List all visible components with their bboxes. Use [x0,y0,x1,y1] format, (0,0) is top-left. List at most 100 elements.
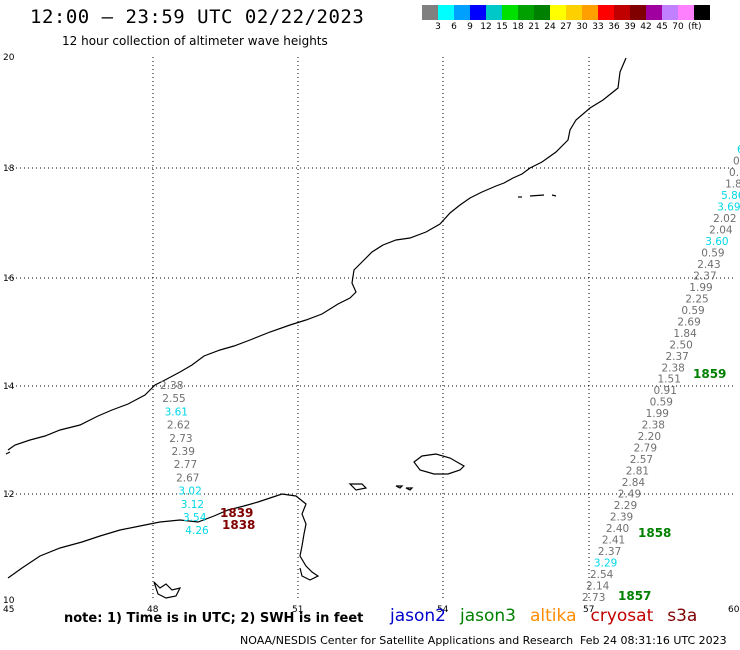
swh-value: 2.02 [713,213,736,225]
map-subtitle: 12 hour collection of altimeter wave hei… [62,34,328,48]
swh-value: 2.29 [614,500,637,512]
coastline [5,57,627,599]
observation-layer: 2.382.553.612.622.732.392.772.673.023.12… [160,144,740,604]
legend-swatch [518,5,534,20]
swh-value: 3.02 [178,486,201,498]
legend-label: 12 [480,22,492,32]
legend-swatch [614,5,630,20]
legend-label: 21 [528,22,540,32]
swh-value: 2.62 [167,420,190,432]
legend-label: 42 [640,22,652,32]
x-tick-label: 51 [292,605,303,615]
swh-value: 2.38 [160,380,183,392]
pass-time-label: 1838 [222,518,255,532]
swh-value: 2.39 [610,512,633,524]
footnote: note: 1) Time is in UTC; 2) SWH is in fe… [64,611,364,626]
legend-swatch [454,5,470,20]
color-legend [422,5,710,20]
legend-label: 36 [608,22,620,32]
legend-swatch [470,5,486,20]
swh-value: 3.54 [183,512,207,524]
x-tick-label: 45 [3,605,14,615]
legend-label: 27 [560,22,572,32]
y-tick-label: 12 [3,490,14,500]
swh-value: 2.81 [626,466,649,478]
legend-label: 24 [544,22,556,32]
swh-value: 2.43 [697,259,720,271]
swh-value: 0 [733,155,740,167]
swh-value: 2.84 [622,477,646,489]
legend-swatch [582,5,598,20]
swh-value: 2.38 [642,420,665,432]
swh-value: 2.73 [169,433,192,445]
swh-value: 0.8 [729,167,740,179]
y-tick-label: 10 [3,596,15,606]
x-tick-label: 54 [437,605,449,615]
swh-value: 1.84 [673,328,697,340]
swh-value: 2.73 [582,592,605,604]
x-tick-label: 48 [147,605,159,615]
swh-value: 2.38 [661,362,684,374]
legend-swatch [422,5,438,20]
swh-value: 1.8 [725,178,740,190]
legend-label: 70 [672,22,684,32]
satellite-cryosat: cryosat [590,606,654,626]
swh-value: 2.14 [586,581,610,593]
swh-value: 6 [737,144,740,156]
legend-label: 18 [512,22,524,32]
legend-label: 45 [656,22,668,32]
legend-swatch [662,5,678,20]
pass-time-label: 1858 [638,526,671,540]
swh-value: 2.49 [618,489,641,501]
legend-swatch [566,5,582,20]
axis-tick-labels: 45 48 51 54 57 60 20 18 16 14 12 10 [3,53,740,615]
swh-value: 2.40 [606,523,629,535]
swh-value: 2.41 [602,535,625,547]
credit-line: NOAA/NESDIS Center for Satellite Applica… [240,634,574,647]
legend-label: 3 [435,22,441,32]
pass-time-label: 1839 [220,506,253,520]
swh-value: 3.69 [717,201,740,213]
swh-value: 1.99 [689,282,712,294]
satellite-s3a: s3a [667,606,698,626]
legend-label: 9 [467,22,473,32]
swh-value: 2.20 [638,431,661,443]
swh-value: 1.99 [646,408,669,420]
x-tick-label: 60 [728,605,740,615]
pass-time-label: 1859 [693,367,726,381]
color-legend-labels: 3 6 9 12 15 18 21 24 27 30 33 36 39 42 45 70 (ft) [422,22,740,34]
swh-value: 2.37 [665,351,688,363]
generated-timestamp: Feb 24 08:31:16 UTC 2023 [580,634,727,647]
satellite-legend: jason2 jason3 altika cryosat s3a [390,606,711,626]
swh-value: 0.59 [650,397,673,409]
map-title: 12:00 – 23:59 UTC 02/22/2023 [30,6,365,28]
legend-unit: (ft) [688,22,702,32]
legend-swatch [678,5,694,20]
swh-value: 3.29 [594,558,617,570]
x-tick-label: 57 [583,605,594,615]
legend-swatch [502,5,518,20]
legend-swatch [598,5,614,20]
swh-value: 0.59 [681,305,704,317]
swh-value: 4.26 [185,525,209,537]
y-tick-label: 18 [3,164,15,174]
pass-time-label: 1857 [618,589,651,603]
swh-value: 2.77 [174,459,197,471]
swh-value: 2.50 [669,339,692,351]
swh-value: 2.69 [677,316,700,328]
legend-label: 15 [496,22,508,32]
legend-swatch [646,5,662,20]
legend-swatch [534,5,550,20]
swh-value: 3.60 [705,236,728,248]
swh-value: 2.25 [685,293,708,305]
swh-value: 2.04 [709,224,733,236]
swh-value: 2.54 [590,569,614,581]
swh-value: 2.37 [693,270,716,282]
swh-value: 3.12 [181,499,204,511]
legend-swatch [630,5,646,20]
legend-swatch [438,5,454,20]
swh-value: 5.86 [721,190,740,202]
legend-label: 6 [451,22,457,32]
swh-value: 2.79 [634,443,657,455]
